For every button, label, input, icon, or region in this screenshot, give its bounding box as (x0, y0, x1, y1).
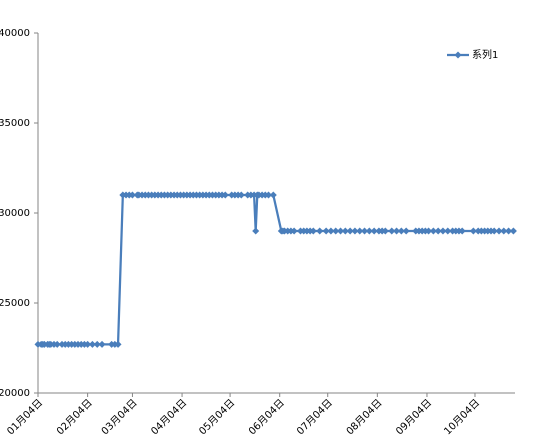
data-point (351, 227, 359, 235)
legend-label: 系列1 (472, 48, 498, 61)
data-point (500, 227, 508, 235)
data-point (505, 227, 513, 235)
data-point (269, 191, 277, 199)
data-point (84, 340, 92, 348)
data-point (316, 227, 324, 235)
data-point (237, 191, 245, 199)
data-point (332, 227, 340, 235)
data-point (397, 227, 405, 235)
y-tick-label: 30000 (0, 208, 30, 219)
x-tick-label: 01月04日 (5, 397, 46, 438)
y-tick-label: 40000 (0, 28, 30, 39)
data-point (252, 227, 260, 235)
data-point (370, 227, 378, 235)
data-point (490, 227, 498, 235)
data-point (495, 227, 503, 235)
data-point (469, 227, 477, 235)
data-point (402, 227, 410, 235)
y-tick-label: 35000 (0, 118, 30, 129)
data-point (393, 227, 401, 235)
x-tick-label: 06月04日 (246, 397, 287, 438)
data-point (322, 227, 330, 235)
data-point (53, 340, 61, 348)
x-tick-label: 07月04日 (294, 397, 335, 438)
data-point (458, 227, 466, 235)
data-point (361, 227, 369, 235)
x-tick-label: 05月04日 (197, 397, 238, 438)
x-tick-label: 09月04日 (394, 397, 435, 438)
data-point (365, 227, 373, 235)
x-tick-label: 08月04日 (344, 397, 385, 438)
x-tick-label: 04月04日 (149, 397, 190, 438)
x-tick-label: 03月04日 (99, 397, 140, 438)
data-point (346, 227, 354, 235)
series-line (38, 193, 514, 346)
data-point (439, 227, 447, 235)
data-point (93, 340, 101, 348)
data-point (309, 227, 317, 235)
y-tick-label: 25000 (0, 298, 30, 309)
data-point (434, 227, 442, 235)
data-point (341, 227, 349, 235)
y-tick-label: 20000 (0, 388, 30, 399)
data-point (88, 340, 96, 348)
data-point (429, 227, 437, 235)
data-point (509, 227, 517, 235)
data-point (128, 191, 136, 199)
data-point (98, 340, 106, 348)
data-point (388, 227, 396, 235)
data-point (381, 227, 389, 235)
legend-marker (454, 51, 462, 59)
data-point (425, 227, 433, 235)
data-point (221, 191, 229, 199)
data-point (264, 191, 272, 199)
data-point (114, 340, 122, 348)
data-point (337, 227, 345, 235)
x-tick-label: 10月04日 (442, 397, 483, 438)
x-tick-label: 02月04日 (54, 397, 95, 438)
data-point (356, 227, 364, 235)
data-point (327, 227, 335, 235)
data-point (444, 227, 452, 235)
data-point (290, 227, 298, 235)
